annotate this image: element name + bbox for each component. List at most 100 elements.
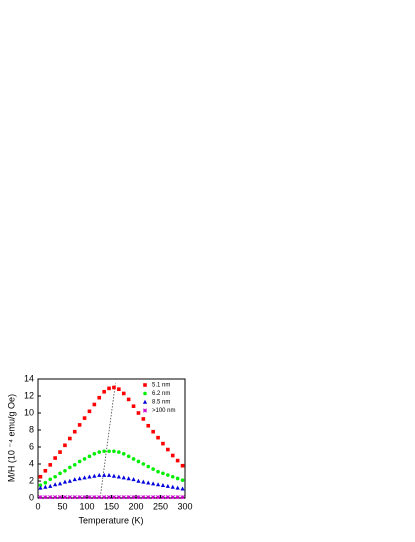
marker	[136, 478, 141, 483]
marker	[67, 478, 72, 483]
marker	[107, 386, 111, 391]
marker	[87, 495, 92, 500]
marker	[72, 477, 77, 482]
marker	[131, 457, 136, 461]
marker	[136, 411, 141, 415]
legend-marker	[143, 391, 147, 396]
marker	[38, 485, 43, 490]
marker	[180, 463, 185, 468]
marker	[126, 397, 131, 402]
marker	[87, 409, 92, 414]
marker	[72, 463, 77, 467]
marker	[117, 450, 121, 454]
marker	[175, 458, 180, 463]
x-tick-label: 150	[104, 501, 119, 511]
marker	[151, 481, 156, 486]
marker	[156, 469, 160, 474]
marker	[48, 495, 53, 500]
marker	[155, 495, 161, 500]
marker	[102, 472, 107, 477]
marker	[141, 495, 146, 500]
marker	[48, 483, 53, 488]
marker	[161, 471, 165, 476]
marker	[146, 423, 151, 428]
marker	[92, 402, 97, 407]
marker	[106, 472, 112, 477]
marker	[180, 486, 185, 491]
marker	[53, 482, 58, 487]
marker	[102, 449, 106, 454]
marker	[43, 495, 48, 500]
marker	[160, 495, 166, 500]
marker	[170, 474, 175, 479]
marker	[53, 495, 58, 500]
marker	[102, 389, 106, 394]
x-tick-label: 50	[57, 501, 67, 511]
marker	[97, 450, 102, 454]
marker	[156, 435, 160, 440]
marker	[62, 479, 68, 484]
legend-marker	[142, 399, 148, 404]
marker	[87, 474, 92, 479]
marker	[112, 449, 116, 454]
legend-marker	[143, 383, 147, 387]
marker	[63, 443, 67, 448]
legend-label: 8.5 nm	[152, 400, 170, 406]
marker	[68, 465, 72, 470]
marker	[151, 467, 155, 471]
marker	[43, 484, 48, 489]
marker	[141, 462, 146, 466]
marker	[38, 474, 43, 479]
marker	[53, 456, 57, 460]
marker	[136, 459, 141, 464]
marker	[111, 495, 117, 500]
y-tick-label: 6	[29, 441, 34, 451]
marker	[175, 495, 180, 500]
marker	[175, 476, 180, 481]
marker	[48, 477, 53, 482]
marker	[121, 475, 126, 480]
marker	[97, 495, 102, 500]
x-tick-label: 100	[79, 501, 94, 511]
marker	[151, 429, 155, 434]
x-axis-label: Temperature (K)	[78, 515, 143, 525]
marker	[161, 441, 165, 446]
marker	[92, 452, 97, 456]
marker	[121, 495, 126, 500]
marker	[180, 495, 185, 500]
marker	[58, 471, 62, 476]
marker	[43, 480, 48, 485]
marker	[180, 478, 185, 482]
legend-label: 5.1 nm	[152, 383, 170, 389]
marker	[175, 485, 180, 490]
marker	[155, 482, 161, 487]
marker	[117, 387, 121, 391]
marker	[131, 477, 136, 482]
marker	[116, 474, 121, 479]
marker	[58, 450, 62, 454]
marker	[126, 454, 131, 459]
marker	[112, 385, 116, 390]
marker	[72, 495, 77, 500]
marker	[146, 464, 151, 469]
marker	[146, 480, 151, 485]
marker	[82, 457, 87, 461]
marker	[126, 476, 131, 481]
marker	[62, 495, 68, 500]
marker	[170, 495, 175, 500]
marker	[136, 495, 141, 500]
marker	[131, 495, 136, 500]
marker	[92, 495, 97, 500]
marker	[165, 495, 170, 500]
marker	[97, 472, 102, 477]
marker	[53, 474, 57, 479]
marker	[121, 452, 126, 456]
marker	[160, 483, 166, 488]
marker	[48, 463, 53, 467]
x-tick-label: 0	[35, 501, 40, 511]
marker	[121, 391, 126, 396]
marker	[77, 459, 82, 464]
marker	[72, 429, 77, 434]
marker	[151, 495, 156, 500]
marker	[111, 473, 117, 478]
